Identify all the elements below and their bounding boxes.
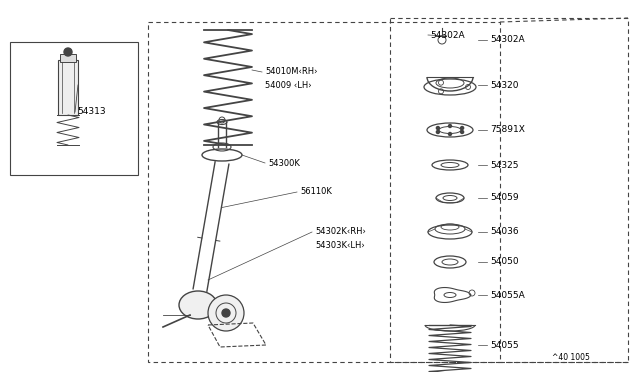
Text: 54325: 54325 (490, 160, 518, 170)
Circle shape (222, 309, 230, 317)
Text: 54050: 54050 (490, 257, 518, 266)
Text: 75891X: 75891X (490, 125, 525, 135)
Bar (10, 42, 138, 175)
Text: 54320: 54320 (490, 80, 518, 90)
FancyBboxPatch shape (58, 60, 78, 115)
Text: 54036: 54036 (490, 228, 518, 237)
Bar (148, 22, 500, 362)
Text: 54010M‹RH›: 54010M‹RH› (265, 67, 317, 77)
Circle shape (449, 132, 451, 135)
Text: 56110K: 56110K (300, 187, 332, 196)
Ellipse shape (179, 291, 217, 319)
Text: 54303K‹LH›: 54303K‹LH› (315, 241, 365, 250)
Circle shape (208, 295, 244, 331)
Text: ^40 1005: ^40 1005 (552, 353, 590, 362)
Text: 54055A: 54055A (490, 291, 525, 299)
Circle shape (436, 131, 440, 134)
Circle shape (436, 126, 440, 129)
Text: 54302K‹RH›: 54302K‹RH› (315, 228, 366, 237)
Circle shape (461, 131, 463, 134)
Circle shape (461, 126, 463, 129)
Circle shape (449, 125, 451, 128)
Text: 54009 ‹LH›: 54009 ‹LH› (265, 80, 312, 90)
Text: 54059: 54059 (490, 193, 518, 202)
Text: 54313: 54313 (77, 108, 106, 116)
Text: 54302A: 54302A (490, 35, 525, 45)
Bar (390, 18, 628, 362)
Text: 54302A: 54302A (430, 31, 465, 39)
FancyBboxPatch shape (60, 54, 76, 62)
Text: 54300K: 54300K (268, 158, 300, 167)
Text: 54055: 54055 (490, 340, 518, 350)
Circle shape (64, 48, 72, 56)
Circle shape (216, 303, 236, 323)
